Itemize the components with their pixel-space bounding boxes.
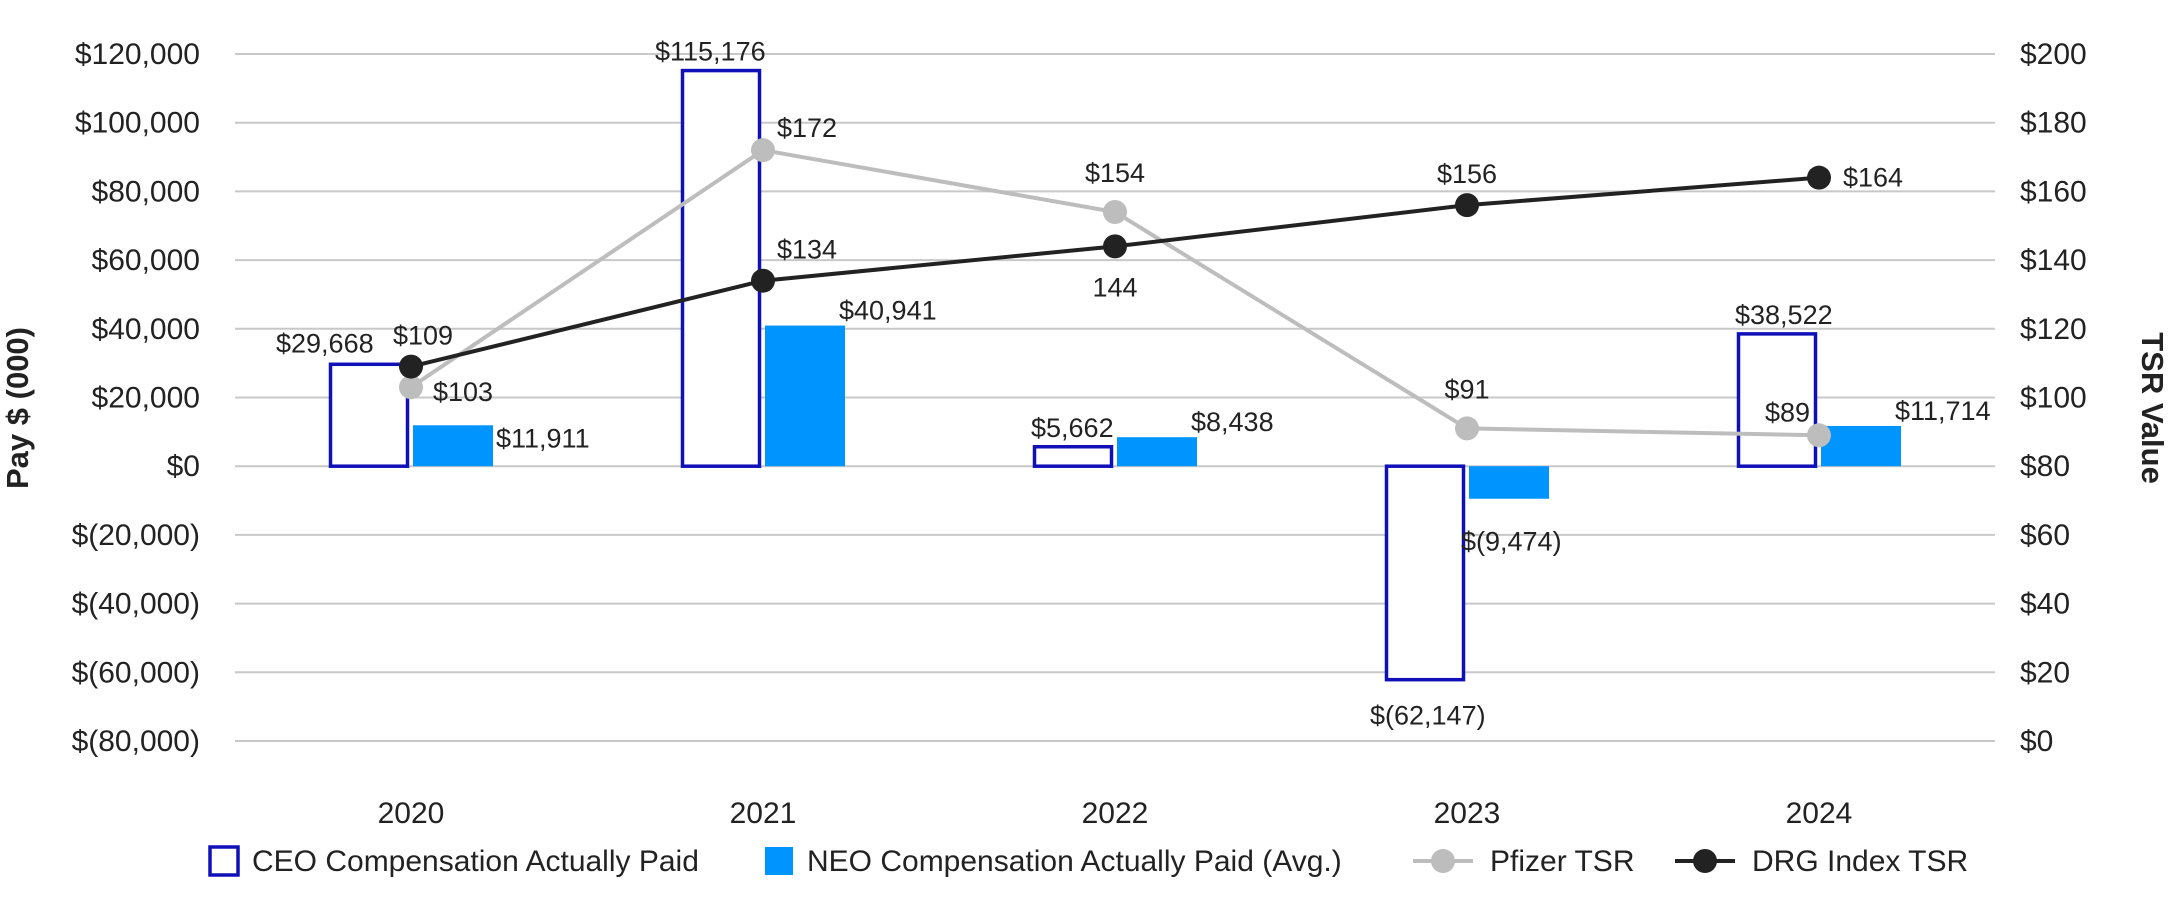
y-tick-label: $40,000 (92, 313, 200, 346)
neo-bar-value-label: $40,941 (839, 296, 937, 326)
drg-index-tsr-point (1807, 165, 1831, 190)
neo-bar (1117, 437, 1197, 467)
y-tick-label: $0 (167, 450, 200, 483)
neo-bar-value-label: $8,438 (1191, 407, 1274, 437)
axes: Pay $ (000) TSR Value $120,000 $100,000 $8… (0, 38, 2170, 830)
y2-tick-label: $20 (2020, 656, 2070, 689)
legend-pfizer-marker (1431, 849, 1455, 873)
ceo-bar (680, 68, 762, 468)
ceo-bar-value-label: $38,522 (1735, 300, 1833, 330)
ceo-bar-value-label: $115,176 (655, 37, 766, 67)
y2-tick-label: $80 (2020, 450, 2070, 483)
ceo-bar-value-label: $5,662 (1031, 413, 1114, 443)
y-tick-label: $80,000 (92, 175, 200, 208)
pfizer-tsr-value-label: $89 (1765, 397, 1810, 427)
drg-index-tsr-value-label: $109 (393, 321, 453, 351)
bars (328, 68, 1901, 682)
drg-index-tsr-value-label: $164 (1843, 163, 1903, 193)
neo-bar-value-label: $(9,474) (1461, 527, 1562, 557)
y-tick-label: $100,000 (75, 107, 200, 140)
y-tick-label: $(40,000) (72, 588, 200, 621)
neo-bar-value-label: $11,911 (496, 423, 590, 453)
y2-tick-label: $40 (2020, 588, 2070, 621)
legend-drg-label: DRG Index TSR (1752, 845, 1968, 878)
y2-axis-title: TSR Value (2135, 332, 2170, 484)
drg-index-tsr-value-label: 144 (1092, 272, 1137, 302)
y2-tick-label: $100 (2020, 382, 2087, 415)
pfizer-tsr-point (1455, 416, 1479, 441)
neo-bar-value-label: $11,714 (1895, 396, 1991, 426)
drg-index-tsr-value-label: $156 (1437, 159, 1497, 189)
ceo-bar-value-label: $29,668 (276, 328, 374, 358)
ceo-bar (328, 362, 410, 468)
x-tick-label: 2024 (1786, 797, 1853, 830)
drg-index-tsr-point (1103, 234, 1127, 259)
x-tick-label: 2023 (1434, 797, 1501, 830)
x-tick-label: 2021 (730, 797, 797, 830)
neo-bar (765, 325, 845, 467)
ceo-bar (1736, 332, 1818, 468)
pfizer-tsr-value-label: $91 (1444, 374, 1489, 404)
drg-index-tsr-point (399, 354, 423, 379)
y2-tick-label: $0 (2020, 725, 2053, 758)
pfizer-tsr-value-label: $172 (777, 113, 837, 143)
pfizer-tsr-value-label: $103 (433, 377, 493, 407)
legend: CEO Compensation Actually Paid NEO Compen… (208, 845, 1968, 878)
y2-tick-label: $140 (2020, 244, 2087, 277)
legend-pfizer-label: Pfizer TSR (1490, 845, 1634, 878)
pfizer-tsr-point (751, 138, 775, 163)
neo-bar (1469, 466, 1549, 499)
pfizer-tsr-point (1103, 200, 1127, 225)
drg-index-tsr-value-label: $134 (777, 235, 837, 265)
pfizer-tsr-point (399, 375, 423, 400)
drg-index-tsr-point (751, 268, 775, 293)
neo-bar (413, 425, 493, 467)
neo-bar (1821, 425, 1901, 467)
y-tick-label: $20,000 (92, 382, 200, 415)
drg-index-tsr-point (1455, 193, 1479, 218)
pfizer-tsr-value-label: $154 (1085, 158, 1145, 188)
legend-ceo-swatch (208, 845, 240, 877)
legend-drg-marker (1693, 849, 1717, 873)
legend-neo-label: NEO Compensation Actually Paid (Avg.) (807, 845, 1342, 878)
y2-tick-label: $120 (2020, 313, 2087, 346)
pfizer-tsr-point (1807, 423, 1831, 448)
grid-lines (235, 53, 1995, 742)
y2-tick-label: $180 (2020, 107, 2087, 140)
y-tick-label: $(20,000) (72, 519, 200, 552)
y2-tick-label: $160 (2020, 175, 2087, 208)
data-labels: $29,668 $11,911 $115,176 $40,941 $5,662 $8,43… (276, 37, 1991, 731)
y2-tick-label: $200 (2020, 38, 2087, 71)
y2-tick-label: $60 (2020, 519, 2070, 552)
legend-neo-swatch (765, 847, 793, 875)
y-axis-title: Pay $ (000) (0, 327, 35, 489)
y-tick-label: $(80,000) (72, 725, 200, 758)
y-tick-label: $120,000 (75, 38, 200, 71)
ceo-bar-value-label: $(62,147) (1370, 701, 1486, 731)
ceo-bar (1384, 464, 1466, 682)
x-tick-label: 2022 (1082, 797, 1149, 830)
x-tick-label: 2020 (378, 797, 445, 830)
y-tick-label: $(60,000) (72, 656, 200, 689)
tsr-lines (399, 138, 1831, 448)
y-tick-label: $60,000 (92, 244, 200, 277)
ceo-bar (1032, 445, 1114, 468)
legend-ceo-label: CEO Compensation Actually Paid (252, 845, 699, 878)
